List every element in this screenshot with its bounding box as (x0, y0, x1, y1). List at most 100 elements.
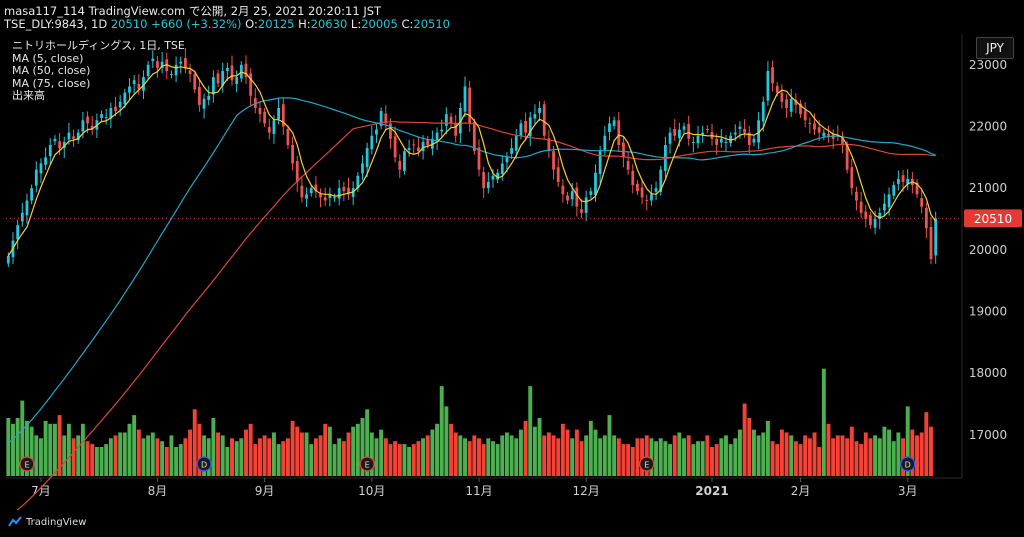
legend-ma75: MA (75, close) (12, 76, 91, 90)
volume-bar (323, 423, 328, 476)
volume-bar (570, 438, 575, 476)
candle-body (785, 99, 788, 108)
volume-bar (369, 432, 374, 476)
volume-bar (360, 418, 365, 476)
volume-bar (924, 412, 929, 476)
volume-bar (779, 429, 784, 476)
candle-body (342, 186, 346, 192)
candle-body (510, 148, 514, 154)
candle-body (603, 135, 607, 150)
candle-body (179, 61, 183, 64)
candle-body (319, 193, 322, 198)
candle-body (207, 95, 211, 100)
candle-body (263, 111, 267, 124)
candle-body (589, 191, 593, 195)
volume-bar (882, 426, 887, 476)
price-tick-label: 20000 (969, 243, 1007, 257)
volume-bar (57, 415, 62, 476)
volume-bar (807, 438, 812, 476)
volume-bar (663, 441, 668, 476)
candle-body (584, 197, 588, 213)
candle-body (118, 101, 122, 108)
candle-body (920, 198, 924, 207)
price-tick-label: 21000 (969, 181, 1007, 195)
candle-body (719, 138, 723, 143)
candle-body (426, 139, 430, 145)
volume-bar (383, 438, 388, 476)
volume-bar (472, 435, 477, 476)
symbol-label: TSE_DLY:9843, 1D (4, 17, 108, 31)
candle-body (552, 151, 555, 170)
ma5-line (7, 64, 937, 257)
volume-bar (649, 438, 654, 476)
volume-bar (52, 423, 57, 476)
candle-body (496, 172, 500, 180)
candle-body (221, 71, 225, 86)
candle-body (188, 70, 192, 75)
candle-body (114, 106, 117, 112)
candle-body (524, 120, 527, 133)
tradingview-logo-icon (8, 516, 22, 527)
candle-body (440, 129, 444, 132)
candle-body (393, 136, 397, 158)
volume-bar (90, 444, 95, 476)
candle-body (808, 122, 812, 124)
candle-body (687, 124, 691, 139)
volume-bar (910, 429, 915, 476)
candle-body (160, 61, 164, 68)
candle-body (701, 132, 705, 135)
volume-bar (812, 432, 817, 476)
candle-body (845, 145, 849, 170)
volume-bar (672, 435, 677, 476)
candle-body (901, 175, 905, 182)
candle-body (841, 138, 844, 145)
volume-bar (402, 444, 407, 476)
volume-bar (113, 435, 118, 476)
price-tick-label: 23000 (969, 58, 1007, 72)
volume-bar (500, 435, 505, 476)
volume-bar (929, 426, 933, 476)
volume-bar (481, 444, 486, 476)
tradingview-brand[interactable]: TradingView (8, 516, 86, 528)
volume-bar (379, 429, 384, 476)
low-label: L: (350, 17, 362, 31)
time-tick-label: 8月 (148, 484, 168, 498)
candle-body (659, 169, 663, 192)
candle-body (682, 126, 686, 130)
volume-bar (211, 418, 216, 476)
candle-body (640, 187, 644, 198)
volume-bar (495, 444, 500, 476)
candle-body (197, 87, 201, 105)
volume-bar (164, 447, 169, 476)
candle-body (696, 135, 700, 144)
candle-body (855, 191, 858, 201)
volume-bar (449, 423, 453, 476)
volume-bar (691, 444, 696, 476)
candle-body (370, 135, 374, 150)
candle-body (561, 185, 565, 195)
volume-bar (397, 444, 402, 476)
currency-button[interactable]: JPY (976, 37, 1014, 59)
candle-body (463, 86, 467, 112)
candle-body (514, 135, 518, 151)
candle-body (305, 194, 308, 199)
brand-label: TradingView (26, 516, 87, 528)
candle-body (202, 98, 206, 109)
volume-bar (230, 438, 234, 476)
volume-bar (467, 441, 472, 476)
volume-bar (48, 423, 53, 476)
candle-body (691, 141, 695, 143)
candle-body (500, 163, 504, 174)
legend-ma50: MA (50, close) (12, 64, 91, 77)
candle-body (146, 64, 150, 76)
candle-body (598, 151, 602, 174)
volume-bar (574, 429, 579, 476)
candle-body (575, 187, 579, 207)
candle-body (859, 201, 863, 213)
volume-bar (34, 435, 39, 476)
volume-bar (248, 423, 253, 476)
candle-body (505, 157, 509, 163)
candle-body (612, 120, 616, 126)
candle-body (267, 127, 271, 133)
